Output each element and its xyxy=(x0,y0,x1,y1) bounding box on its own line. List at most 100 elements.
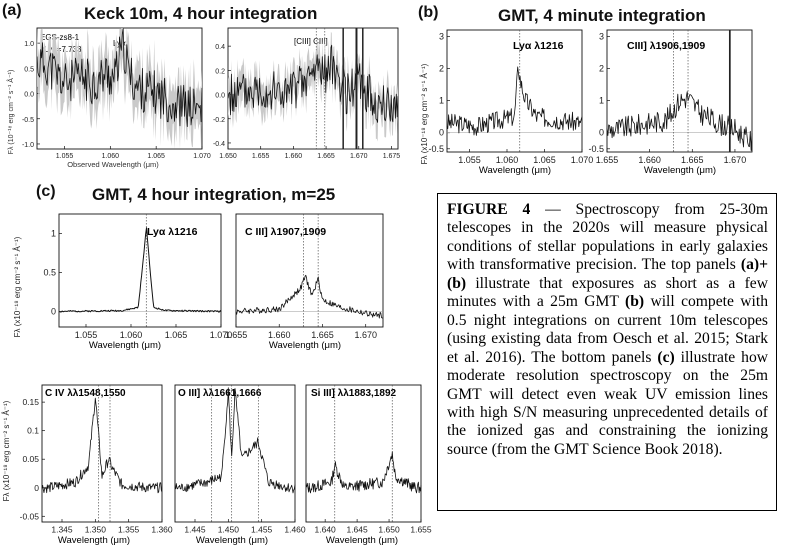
c-top-left-ytick-label: 0 xyxy=(51,306,56,316)
c-bot-3-xtick-label: 1.645 xyxy=(346,525,368,535)
a-right-ytick-label: 0.2 xyxy=(215,68,225,75)
a-left-ytick-label: 0.5 xyxy=(24,66,34,73)
c-bot-1-ytick-label: 0.05 xyxy=(22,454,39,464)
b-left-xtick-label: 1.070 xyxy=(571,155,594,165)
figure-caption: FIGURE 4 — Spectroscopy from 25-30m tele… xyxy=(437,193,777,511)
panel-c-top-chart: Fλ (x10⁻¹⁸ erg cm⁻² s⁻¹ Å⁻¹) Wavelength … xyxy=(0,205,420,375)
panel-c-line-siiii: Si III] λλ1883,1892 xyxy=(311,388,397,399)
b-right-ytick-label: 1 xyxy=(599,96,604,106)
c-top-left-xtick-label: 1.055 xyxy=(75,330,98,340)
c-bot-1-spectrum-line xyxy=(42,398,162,493)
panel-c-bottom-xlabel-3: Wavelength (μm) xyxy=(326,535,398,546)
c-bot-1-ytick-label: 0 xyxy=(34,483,39,493)
b-left-ytick-label: 2 xyxy=(439,64,444,74)
a-right-xtick-label: 1.670 xyxy=(350,153,368,160)
a-right-ytick-label: 0.4 xyxy=(215,44,225,51)
c-bot-1-ytick-label: 0.1 xyxy=(27,426,39,436)
b-right-ytick-label: 3 xyxy=(599,31,604,41)
a-right-ytick-label: -0.4 xyxy=(213,141,225,148)
b-right-xtick-label: 1.665 xyxy=(681,155,704,165)
caption-ref-c: (c) xyxy=(657,349,674,366)
panel-b-title: GMT, 4 minute integration xyxy=(498,6,706,26)
panel-b-line-lya: Lyα λ1216 xyxy=(513,40,564,52)
b-right-ytick-label: -0.5 xyxy=(588,144,604,154)
panel-c-title: GMT, 4 hour integration, m=25 xyxy=(92,185,335,205)
b-left-spectrum-line xyxy=(447,67,582,135)
a-right-sky-bar xyxy=(342,28,344,149)
a-right-sky-bar xyxy=(362,28,364,149)
panel-b-letter: (b) xyxy=(418,4,438,22)
b-right-xtick-label: 1.670 xyxy=(724,155,747,165)
c-top-left-ytick-label: 0.5 xyxy=(43,267,56,277)
c-bot-3-spectrum-line xyxy=(306,452,421,493)
a-left-xtick-label: 1.055 xyxy=(56,153,74,160)
c-top-right-xtick-label: 1.665 xyxy=(311,330,334,340)
b-right-xtick-label: 1.660 xyxy=(638,155,661,165)
panel-c-bottom-xlabel-1: Wavelength (μm) xyxy=(58,535,130,546)
c-bot-2-xtick-label: 1.445 xyxy=(184,525,206,535)
b-left-ytick-label: 0 xyxy=(439,128,444,138)
c-top-left-spectrum-line xyxy=(59,228,221,312)
a-right-xtick-label: 1.665 xyxy=(317,153,335,160)
panel-b-xlabel-1: Wavelength (μm) xyxy=(479,165,551,176)
b-left-ytick-label: -0.5 xyxy=(428,144,444,154)
c-bot-3-frame xyxy=(306,385,421,522)
b-left-ytick-label: 3 xyxy=(439,31,444,41)
a-right-xtick-label: 1.650 xyxy=(219,153,237,160)
a-right-sky-bar xyxy=(356,28,358,149)
panel-c-line-civ: C IV λλ1548,1550 xyxy=(45,388,126,399)
panel-c-top-ylabel: Fλ (x10⁻¹⁸ erg cm⁻² s⁻¹ Å⁻¹) xyxy=(13,236,22,337)
b-left-xtick-label: 1.065 xyxy=(533,155,556,165)
b-right-sky-bar xyxy=(729,30,731,152)
panel-c-top-xlabel-1: Wavelength (μm) xyxy=(89,340,161,351)
panel-c-top-line-ciii: C III] λ1907,1909 xyxy=(245,226,326,238)
panel-a-letter: (a) xyxy=(2,2,22,20)
c-top-right-spectrum-line xyxy=(236,275,383,318)
a-right-error-band xyxy=(228,32,398,142)
c-bot-2-spectrum-line xyxy=(175,388,295,493)
a-right-xtick-label: 1.655 xyxy=(252,153,270,160)
a-left-xtick-label: 1.070 xyxy=(193,153,211,160)
b-right-ytick-label: 0 xyxy=(599,128,604,138)
b-left-xtick-label: 1.060 xyxy=(496,155,519,165)
panel-a-title: Keck 10m, 4 hour integration xyxy=(84,4,317,24)
c-bot-2-xtick-label: 1.460 xyxy=(284,525,306,535)
c-bot-3-xtick-label: 1.655 xyxy=(410,525,432,535)
b-right-xtick-label: 1.655 xyxy=(596,155,619,165)
a-right-xtick-label: 1.660 xyxy=(285,153,303,160)
c-bot-3-xtick-label: 1.650 xyxy=(378,525,400,535)
c-top-left-ytick-label: 1 xyxy=(51,228,56,238)
c-top-right-xtick-label: 1.655 xyxy=(225,330,248,340)
a-left-xtick-label: 1.060 xyxy=(102,153,120,160)
panel-c-line-oiii: O III] λλ1661,1666 xyxy=(178,388,262,399)
c-bot-1-xtick-label: 1.360 xyxy=(151,525,173,535)
c-top-left-xtick-label: 1.065 xyxy=(165,330,188,340)
panel-a-ylabel: Fλ (10⁻¹⁸ erg cm⁻² s⁻¹ Å⁻¹) xyxy=(6,70,15,155)
panel-b-line-ciii: CIII] λ1906,1909 xyxy=(627,40,705,52)
panel-b-xlabel-2: Wavelength (μm) xyxy=(644,165,716,176)
c-bot-1-xtick-label: 1.355 xyxy=(118,525,140,535)
c-bot-2-frame xyxy=(175,385,295,522)
caption-ref-b: (b) xyxy=(625,293,644,310)
caption-label: FIGURE 4 xyxy=(447,201,530,218)
panel-a-object: EGS-zs8-1 xyxy=(40,33,80,42)
a-left-xtick-label: 1.065 xyxy=(147,153,165,160)
a-left-ytick-label: -1.0 xyxy=(22,142,34,149)
a-right-xtick-label: 1.675 xyxy=(383,153,401,160)
a-left-ytick-label: 0.0 xyxy=(24,92,34,99)
b-left-xtick-label: 1.055 xyxy=(458,155,481,165)
panel-c-bottom-ylabel: Fλ (x10⁻¹⁸ erg cm⁻² s⁻¹ Å⁻¹) xyxy=(2,400,11,501)
c-bot-1-ytick-label: -0.05 xyxy=(20,511,40,521)
a-right-ytick-label: 0.0 xyxy=(215,93,225,100)
c-bot-1-frame xyxy=(42,385,162,522)
panel-c-top-line-lya: Lyα λ1216 xyxy=(147,226,198,238)
panel-c-top-xlabel-2: Wavelength (μm) xyxy=(269,340,341,351)
panel-b-chart: Fλ (x10⁻¹⁸ erg cm⁻² s⁻¹ Å⁻¹) Wavelength … xyxy=(410,24,789,179)
c-bot-3-xtick-label: 1.640 xyxy=(315,525,337,535)
panel-c-bottom-xlabel-2: Wavelength (μm) xyxy=(196,535,268,546)
panel-a-line-ciii: [CIII] CIII] xyxy=(294,37,328,46)
c-top-right-xtick-label: 1.660 xyxy=(268,330,291,340)
a-right-ytick-label: -0.2 xyxy=(213,117,225,124)
panel-c-bottom-chart: Fλ (x10⁻¹⁸ erg cm⁻² s⁻¹ Å⁻¹) Wavelength … xyxy=(0,376,440,548)
c-top-left-xtick-label: 1.060 xyxy=(120,330,143,340)
